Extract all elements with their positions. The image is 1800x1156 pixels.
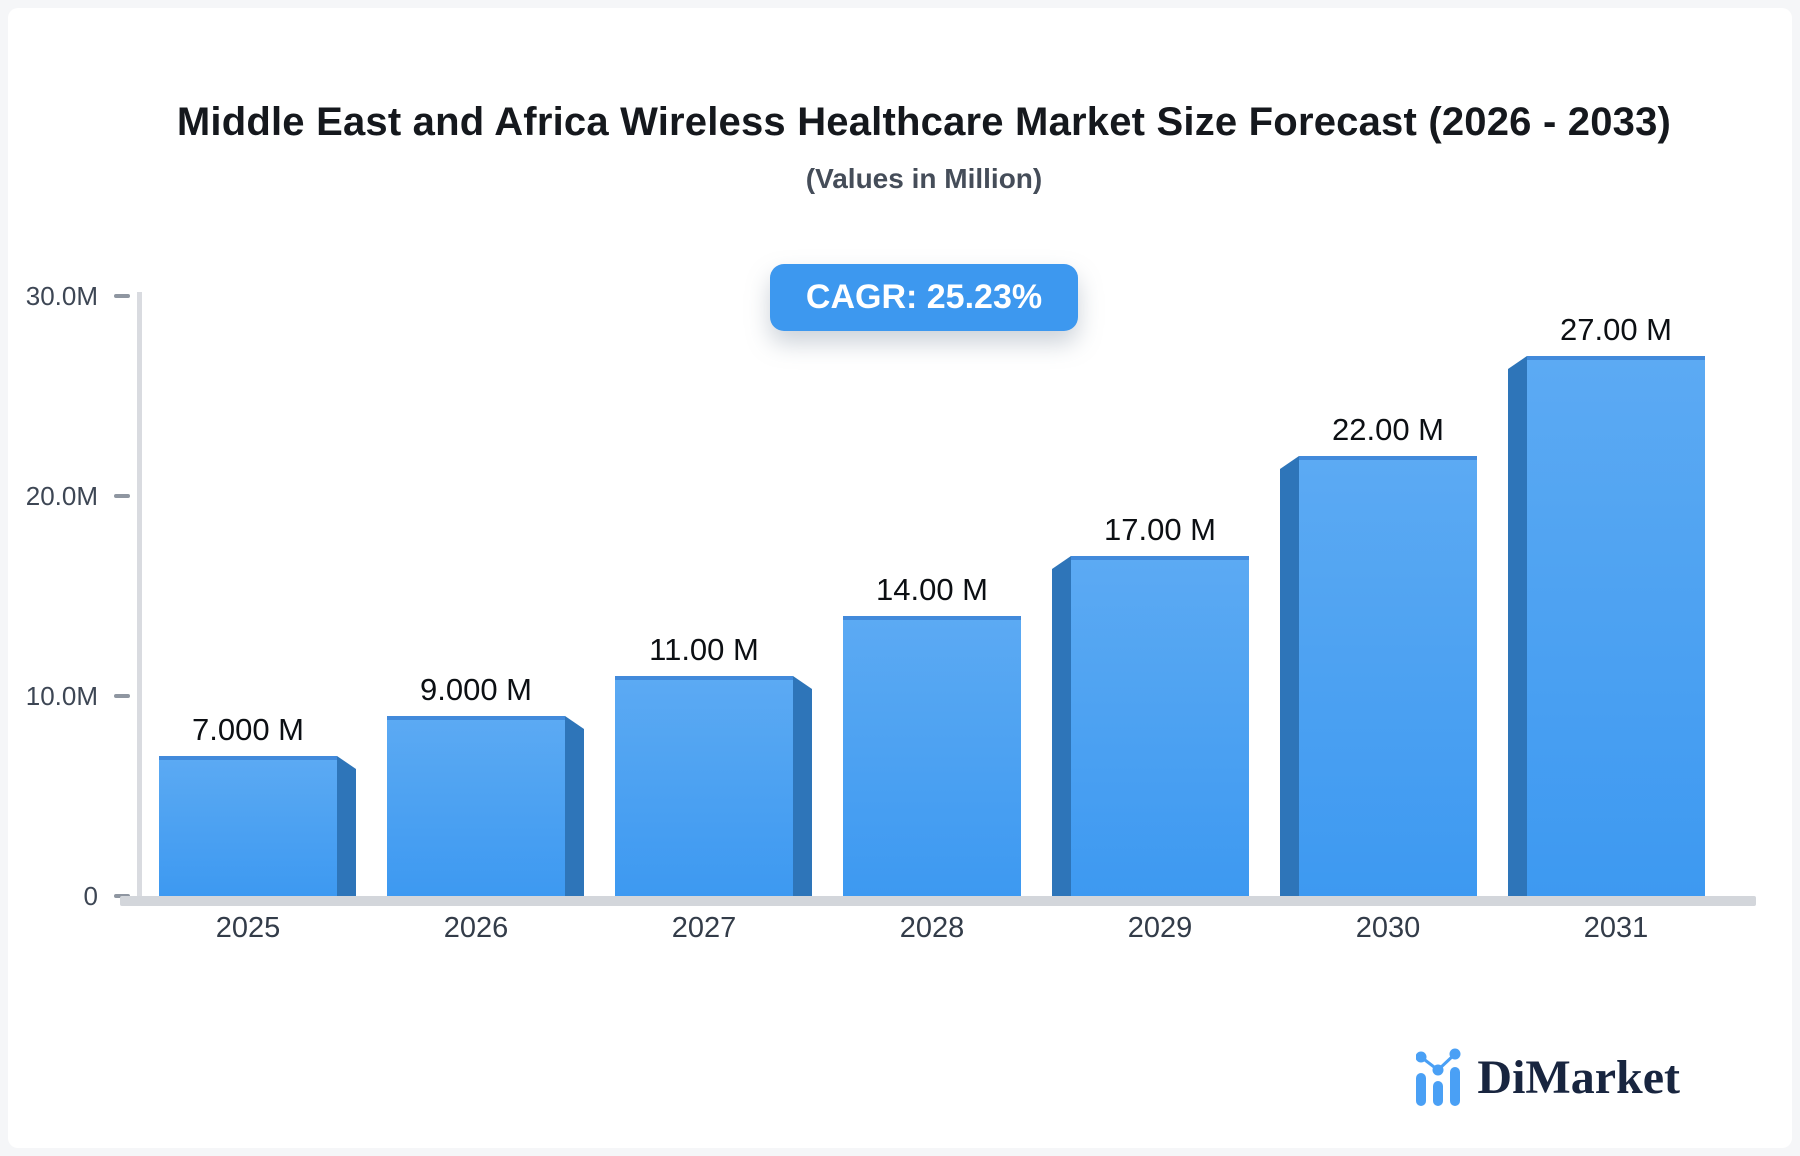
y-tick-label: 20.0M (26, 481, 98, 511)
cagr-badge-wrap: CAGR: 25.23% (56, 264, 1792, 331)
bar-2025 (159, 756, 337, 896)
x-tick-label-2025: 2025 (216, 912, 281, 944)
chart-card: Middle East and Africa Wireless Healthca… (8, 8, 1792, 1148)
y-tick-label: 30.0M (26, 281, 98, 311)
x-tick-label-2029: 2029 (1128, 912, 1193, 944)
bar-2027 (615, 676, 793, 896)
x-tick-label-2027: 2027 (672, 912, 737, 944)
y-tick-mark (114, 694, 130, 698)
dimarket-logo-icon (1416, 1048, 1461, 1106)
x-tick-label-2030: 2030 (1356, 912, 1421, 944)
bar-side-2031 (1508, 356, 1527, 896)
x-tick-label-2028: 2028 (900, 912, 965, 944)
bar-side-2030 (1280, 456, 1299, 896)
x-axis-baseline (120, 896, 1756, 906)
bar-value-label-2030: 22.00 M (1332, 412, 1444, 447)
bar-top-edge-2028 (843, 616, 1021, 620)
bar-side-2029 (1052, 556, 1071, 896)
bar-top-edge-2025 (159, 756, 337, 760)
bar-side-2025 (337, 756, 356, 896)
dimarket-logo: DiMarket (1416, 1048, 1680, 1106)
bar-value-label-2026: 9.000 M (420, 672, 532, 707)
x-tick-label-2026: 2026 (444, 912, 509, 944)
y-tick-label: 0 (84, 881, 98, 911)
page-subtitle: (Values in Million) (805, 163, 1043, 194)
x-tick-label-2031: 2031 (1584, 912, 1649, 944)
bar-value-label-2027: 11.00 M (649, 632, 759, 667)
bar-side-2027 (793, 676, 812, 896)
bar-top-edge-2029 (1071, 556, 1249, 560)
bar-top-edge-2031 (1527, 356, 1705, 360)
y-axis-line (137, 292, 142, 901)
bar-value-label-2025: 7.000 M (192, 712, 304, 747)
bar-value-label-2029: 17.00 M (1104, 512, 1216, 547)
bar-top-edge-2030 (1299, 456, 1477, 460)
dimarket-logo-text: DiMarket (1477, 1050, 1680, 1104)
y-tick-mark (114, 294, 130, 298)
cagr-badge: CAGR: 25.23% (769, 264, 1079, 331)
bar-2031 (1527, 356, 1705, 896)
bar-2026 (387, 716, 565, 896)
y-tick-mark (114, 494, 130, 498)
bar-value-label-2031: 27.00 M (1560, 312, 1672, 347)
y-tick-label: 10.0M (26, 681, 98, 711)
bar-2029 (1071, 556, 1249, 896)
page-title: Middle East and Africa Wireless Healthca… (176, 100, 1672, 144)
bar-top-edge-2027 (615, 676, 793, 680)
bar-side-2026 (565, 716, 584, 896)
bar-value-label-2028: 14.00 M (876, 572, 988, 607)
bar-chart: 0 10.0M 20.0M 30.0M 7.000 M 2025 9.000 M 2026 11… (26, 281, 1756, 944)
chart-header: Middle East and Africa Wireless Healthca… (56, 100, 1792, 195)
bar-2030 (1299, 456, 1477, 896)
bar-2028 (843, 616, 1021, 896)
bar-top-edge-2026 (387, 716, 565, 720)
